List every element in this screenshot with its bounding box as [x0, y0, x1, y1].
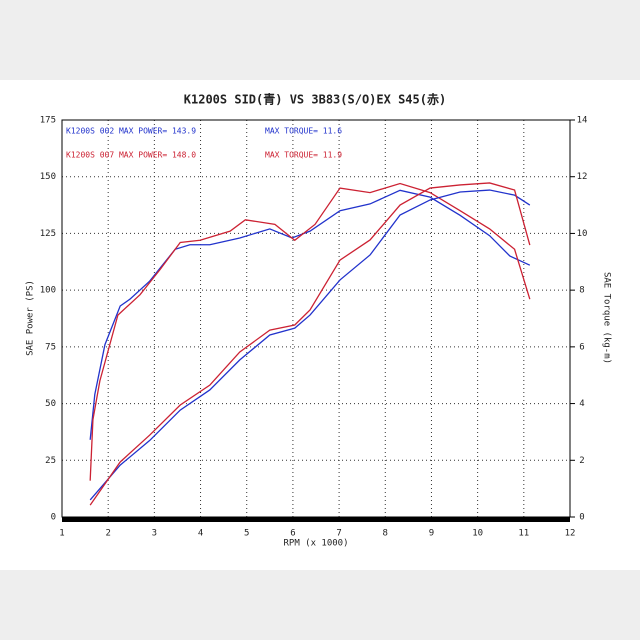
x-tick-label: 3 [152, 529, 157, 539]
x-tick-label: 7 [336, 529, 341, 539]
x-tick-label: 6 [290, 529, 295, 539]
x-tick-label: 12 [565, 529, 576, 539]
series-line [89, 182, 531, 506]
plot-frame [61, 119, 571, 518]
x-tick-label: 9 [429, 529, 434, 539]
x-tick-label: 2 [105, 529, 110, 539]
y-axis-label: SAE Power (PS) [26, 280, 36, 356]
y2-tick-label: 10 [577, 229, 588, 239]
bottom-band [0, 570, 640, 640]
x-axis-bar [62, 517, 570, 522]
chart-title: K1200S SID(青) VS 3B83(S/O)EX S45(赤) [184, 92, 446, 107]
annotation: MAX TORQUE= 11.9 [265, 151, 342, 160]
y-tick-label: 150 [40, 172, 56, 182]
x-tick-label: 11 [518, 529, 529, 539]
y2-tick-label: 14 [577, 116, 588, 126]
x-tick-label: 10 [472, 529, 483, 539]
y2-tick-label: 2 [579, 456, 584, 466]
y-tick-label: 50 [45, 399, 56, 409]
y-tick-label: 75 [45, 342, 56, 352]
y2-tick-label: 4 [579, 399, 584, 409]
series-line [89, 182, 531, 481]
series-line [89, 189, 531, 501]
annotation: K1200S 007 MAX POWER= 148.0 [66, 151, 196, 160]
y2-tick-label: 12 [577, 172, 588, 182]
y-tick-label: 125 [40, 229, 56, 239]
annotation: K1200S 002 MAX POWER= 143.9 [66, 127, 196, 136]
annotation: MAX TORQUE= 11.6 [265, 127, 342, 136]
x-tick-label: 8 [383, 529, 388, 539]
y2-tick-label: 8 [579, 286, 584, 296]
x-tick-label: 1 [59, 529, 64, 539]
y-tick-label: 25 [45, 456, 56, 466]
y2-tick-label: 6 [579, 342, 584, 352]
y-tick-label: 175 [40, 116, 56, 126]
y2-tick-label: 0 [579, 513, 584, 523]
y-tick-label: 100 [40, 286, 56, 296]
x-tick-label: 4 [198, 529, 203, 539]
x-tick-label: 5 [244, 529, 249, 539]
series-line [89, 189, 531, 440]
top-band [0, 0, 640, 80]
y-tick-label: 0 [51, 513, 56, 523]
y2-axis-label: SAE Torque (kg-m) [602, 272, 612, 364]
x-axis-label: RPM (x 1000) [283, 539, 348, 549]
